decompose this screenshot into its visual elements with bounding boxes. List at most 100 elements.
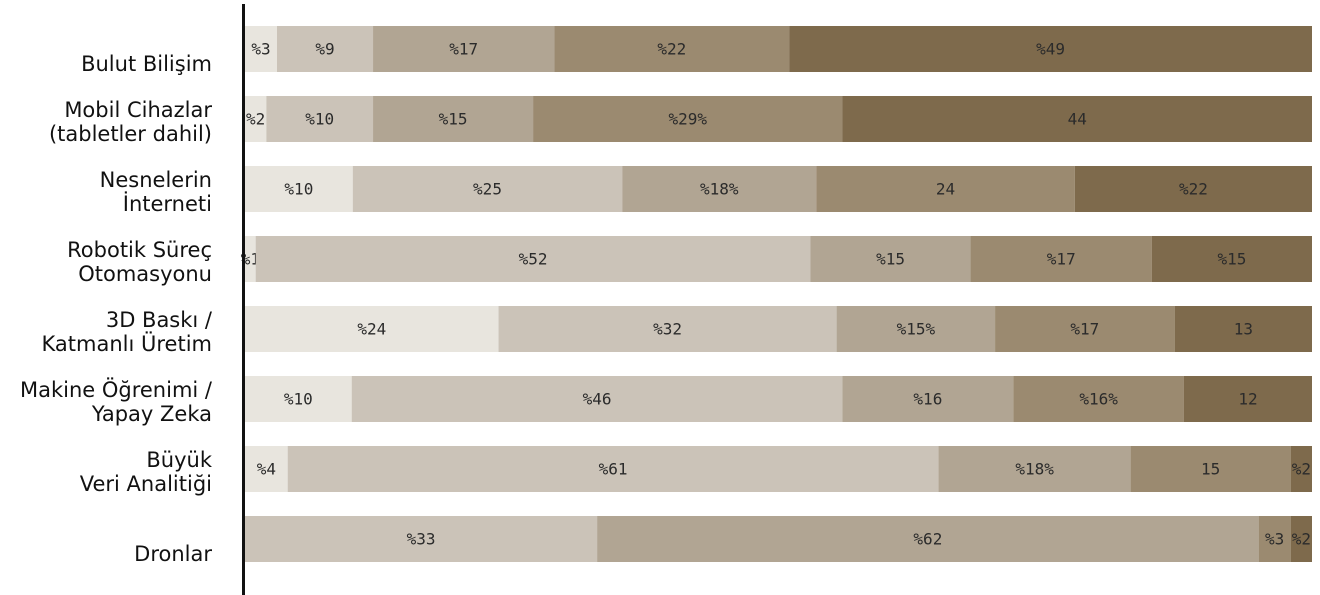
bar-segment (836, 306, 996, 352)
bar-segment (789, 26, 1312, 72)
bar-segment (554, 26, 790, 72)
bar-segment (1013, 376, 1184, 422)
bar-segment (597, 516, 1259, 562)
category-label: Robotik Süreç (67, 238, 212, 262)
bar-row: %24 %32 %15% %17 13 (245, 306, 1312, 352)
category-label: (tabletler dahil) (49, 122, 212, 146)
bar-segment (351, 376, 843, 422)
bar-segment (245, 236, 256, 282)
bar-segment (970, 236, 1152, 282)
category-label: 3D Baskı / (106, 308, 213, 332)
data-label: %17 (1070, 320, 1099, 339)
bar-row: %3 %9 %17 %22 %49 (245, 26, 1312, 72)
data-label: %49 (1036, 40, 1065, 59)
bar-segment (245, 446, 288, 492)
data-label: %3 (1265, 530, 1284, 549)
category-label: Mobil Cihazlar (64, 98, 212, 122)
data-label: %17 (1047, 250, 1076, 269)
data-label: %1 (241, 250, 260, 269)
category-label: Bulut Bilişim (81, 52, 212, 76)
bar-segment (498, 306, 837, 352)
bar-segment (266, 96, 374, 142)
bar-segment (245, 376, 352, 422)
bar-segment (373, 96, 534, 142)
bar-segment (1290, 446, 1312, 492)
data-label: %22 (1179, 180, 1208, 199)
data-label: %16% (1079, 390, 1118, 409)
data-label: %25 (473, 180, 502, 199)
bar-segment (995, 306, 1175, 352)
bar-segment (810, 236, 971, 282)
category-labels-group: Bulut Bilişim Mobil Cihazlar(tabletler da… (20, 52, 213, 566)
data-label: %15 (439, 110, 468, 129)
bar-segment (1174, 306, 1312, 352)
data-label: %2 (1292, 530, 1311, 549)
data-label: %15 (876, 250, 905, 269)
bar-segment (287, 446, 939, 492)
data-label: %18% (700, 180, 739, 199)
bar-row: %10 %46 %16 %16% 12 (245, 376, 1312, 422)
bar-segment (1290, 516, 1312, 562)
data-label: %4 (257, 460, 276, 479)
data-label: %24 (357, 320, 386, 339)
category-label: Dronlar (134, 542, 212, 566)
bar-segment (1258, 516, 1291, 562)
data-label: %62 (913, 530, 942, 549)
data-label: %2 (246, 110, 265, 129)
bar-row: %1 %52 %15 %17 %15 (241, 236, 1312, 282)
bar-segment (245, 516, 598, 562)
bar-segment (1151, 236, 1312, 282)
data-label: %3 (251, 40, 270, 59)
data-label: %32 (653, 320, 682, 339)
data-label: %10 (305, 110, 334, 129)
bar-segment (533, 96, 843, 142)
data-label: %15 (1218, 250, 1247, 269)
data-label: 24 (936, 180, 955, 199)
data-label: 13 (1234, 320, 1253, 339)
data-label: %22 (657, 40, 686, 59)
data-label: %9 (315, 40, 334, 59)
data-label: %10 (284, 180, 313, 199)
category-label: Yapay Zeka (91, 402, 212, 426)
bar-segment (816, 166, 1075, 212)
bar-segment (245, 166, 353, 212)
category-label: Büyük (146, 448, 212, 472)
category-label: Veri Analitiği (80, 472, 212, 496)
bar-segment (938, 446, 1131, 492)
data-label: %61 (599, 460, 628, 479)
bar-row: %2 %10 %15 %29% 44 (245, 96, 1312, 142)
bar-segment (1183, 376, 1312, 422)
data-label: %29% (669, 110, 708, 129)
bar-segment (245, 96, 267, 142)
category-label: İnterneti (123, 191, 212, 216)
bar-segment (622, 166, 817, 212)
bar-segment (245, 26, 278, 72)
data-label: 44 (1068, 110, 1087, 129)
data-label: %46 (583, 390, 612, 409)
bar-row: %33 %62 %3 %2 (245, 516, 1312, 562)
bar-row: %10 %25 %18% 24 %22 (245, 166, 1312, 212)
bars-group: %3 %9 %17 %22 %49 %2 %10 %15 %29% 44 %10 %25 %18% 24%… (241, 26, 1312, 562)
category-label: Otomasyonu (78, 262, 212, 286)
bar-segment (255, 236, 811, 282)
data-label: 12 (1238, 390, 1257, 409)
category-label: Nesnelerin (100, 168, 212, 192)
data-label: 15 (1201, 460, 1220, 479)
bar-segment (352, 166, 623, 212)
bar-segment (1130, 446, 1291, 492)
data-label: %33 (407, 530, 436, 549)
data-label: %15% (897, 320, 936, 339)
bar-segment (842, 96, 1312, 142)
bar-row: %4 %61 %18% 15 %2 (245, 446, 1312, 492)
bar-segment (1074, 166, 1312, 212)
data-label: %10 (284, 390, 313, 409)
data-label: %18% (1015, 460, 1054, 479)
category-label: Makine Öğrenimi / (20, 377, 213, 402)
data-label: %17 (449, 40, 478, 59)
data-label: %2 (1292, 460, 1311, 479)
bar-segment (277, 26, 374, 72)
category-label: Katmanlı Üretim (42, 331, 212, 356)
bar-segment (245, 306, 499, 352)
bar-segment (842, 376, 1014, 422)
